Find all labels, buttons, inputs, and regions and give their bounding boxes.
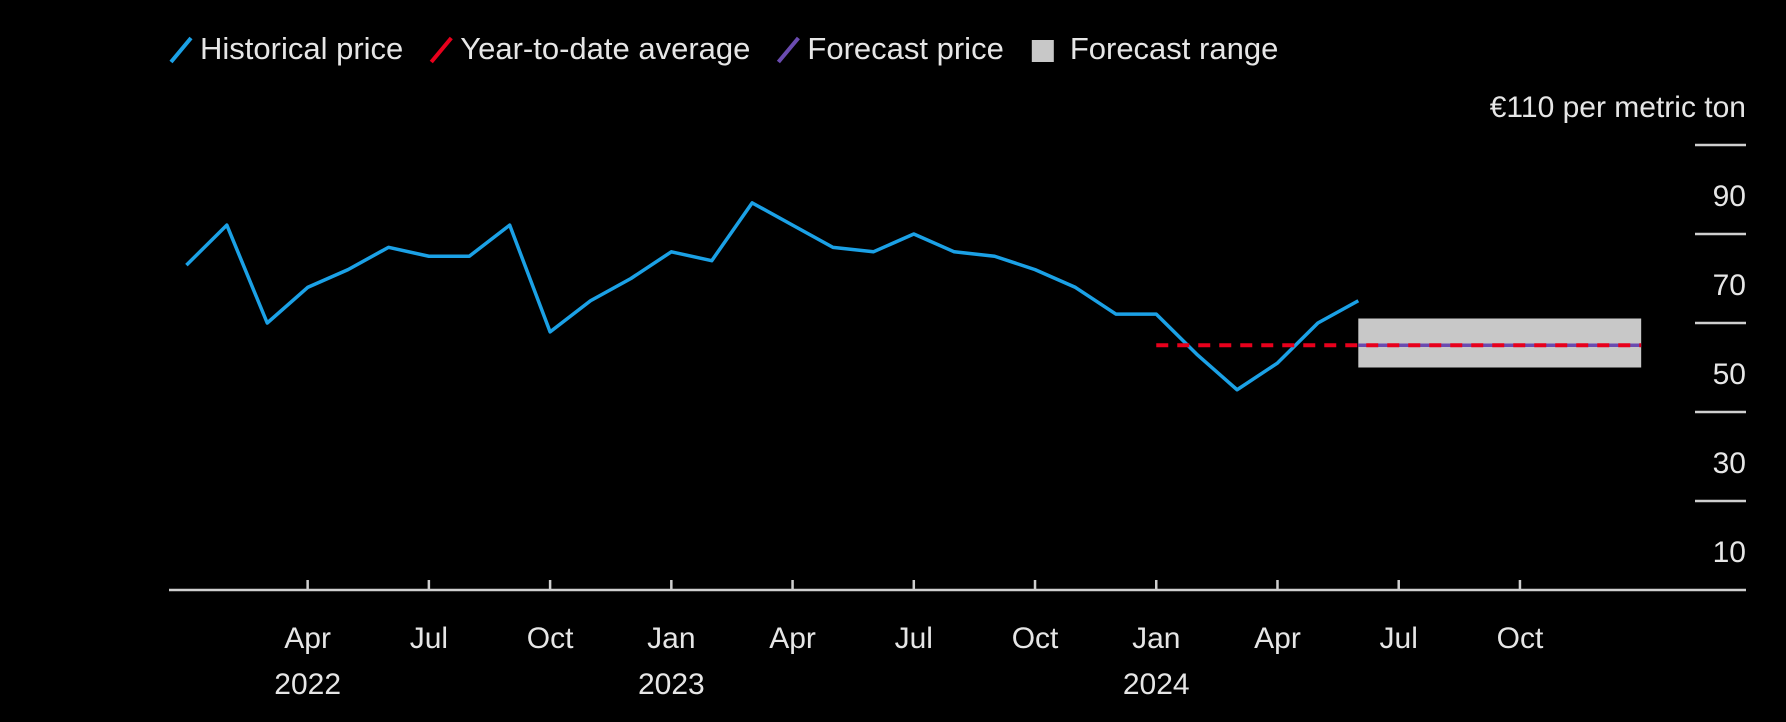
x-tick-label: Jul [895, 622, 933, 655]
x-tick-label: Oct [527, 622, 574, 655]
legend-icon [1031, 40, 1054, 62]
legend-icon [776, 36, 800, 64]
x-tick-label: Jan [647, 622, 695, 655]
legend-label: Year-to-date average [460, 31, 750, 66]
x-year-label: 2024 [1123, 668, 1190, 701]
forecast-band [1358, 318, 1642, 368]
legend-icon [429, 36, 453, 64]
x-tick-label: Oct [1012, 622, 1059, 655]
x-tick-label: Apr [1254, 622, 1301, 655]
y-tick-label: €110 per metric ton [1490, 91, 1746, 124]
legend-label: Forecast price [807, 31, 1003, 66]
legend-label: Forecast range [1070, 31, 1279, 66]
x-year-label: 2023 [638, 668, 705, 701]
x-tick-label: Oct [1497, 622, 1544, 655]
legend-icon [169, 36, 193, 64]
y-tick-label: 50 [1713, 358, 1746, 391]
legend-label: Historical price [200, 31, 403, 66]
x-tick-label: Jul [1380, 622, 1418, 655]
x-tick-label: Apr [284, 622, 331, 655]
y-tick-label: 90 [1713, 180, 1746, 213]
y-tick-label: 30 [1713, 447, 1746, 480]
series-line [185, 201, 1360, 392]
x-tick-label: Apr [769, 622, 816, 655]
x-year-label: 2022 [274, 668, 341, 701]
y-tick-label: 70 [1713, 269, 1746, 302]
x-tick-label: Jan [1132, 622, 1180, 655]
y-tick-label: 10 [1713, 536, 1746, 569]
x-tick-label: Jul [410, 622, 448, 655]
